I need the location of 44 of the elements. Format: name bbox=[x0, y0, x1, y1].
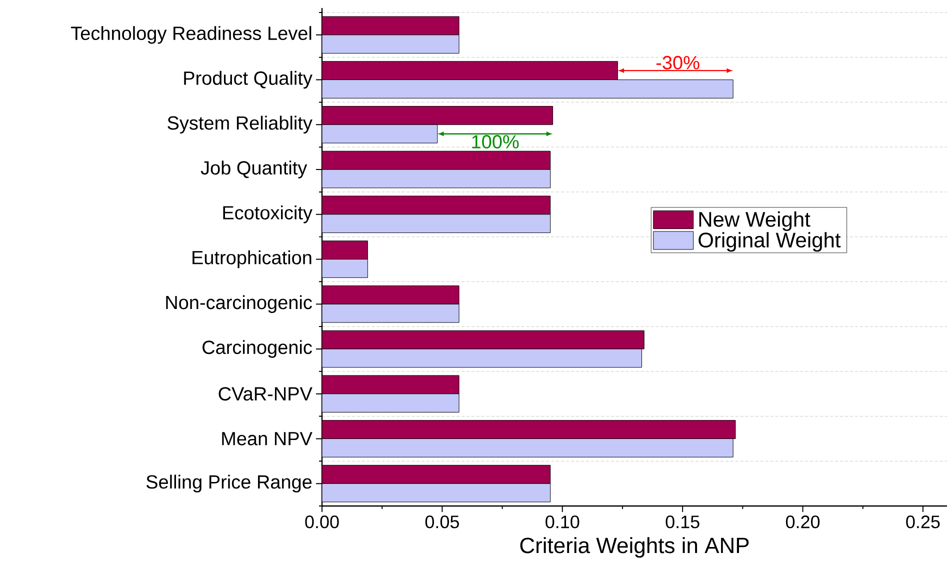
annotation: -30% bbox=[656, 56, 700, 70]
bar bbox=[322, 80, 734, 98]
y-tick-label: Ecotoxicity bbox=[223, 206, 312, 224]
y-tick-label: System Reliablity bbox=[168, 116, 312, 134]
x-axis-title: Criteria Weights in ANP bbox=[520, 537, 749, 558]
bar bbox=[322, 214, 551, 234]
legend-label: Original Weight bbox=[698, 232, 841, 252]
bar bbox=[322, 240, 368, 260]
x-tick-label: 0.25 bbox=[906, 516, 940, 528]
y-tick-label: Mean NPV bbox=[222, 432, 312, 446]
y-tick-label: Job Quantity bbox=[200, 160, 308, 178]
bar bbox=[322, 106, 554, 125]
legend-label: New Weight bbox=[699, 211, 810, 231]
bar bbox=[322, 258, 368, 278]
bar bbox=[322, 420, 736, 439]
bar bbox=[322, 124, 438, 144]
y-tick-label: CVaR-NPV bbox=[218, 387, 312, 401]
x-tick-label: 0.05 bbox=[425, 516, 459, 528]
bar bbox=[322, 348, 642, 368]
annotation: 100% bbox=[472, 135, 519, 148]
bar bbox=[322, 150, 551, 170]
x-tick-label: 0.15 bbox=[666, 516, 700, 528]
y-tick-label: Selling Price Range bbox=[146, 474, 312, 492]
y-tick-label: Product Quality bbox=[184, 70, 312, 89]
bar bbox=[322, 330, 644, 350]
bar bbox=[322, 394, 460, 412]
bar bbox=[322, 196, 551, 215]
bar bbox=[322, 285, 460, 304]
x-tick-label: 0.20 bbox=[786, 516, 820, 528]
y-tick-label: Non-carcinogenic bbox=[166, 295, 312, 313]
bar bbox=[322, 375, 460, 394]
y-tick-label: Carcinogenic bbox=[202, 340, 312, 358]
bar bbox=[322, 34, 460, 54]
bar bbox=[322, 464, 551, 484]
y-tick-label: Eutrophication bbox=[192, 250, 312, 268]
bar bbox=[322, 483, 551, 502]
x-tick-label: 0.10 bbox=[546, 516, 580, 528]
bar bbox=[322, 304, 460, 323]
bar bbox=[322, 16, 460, 36]
bar bbox=[322, 438, 734, 458]
bar bbox=[322, 169, 551, 188]
bar bbox=[322, 61, 618, 80]
x-tick-label: 0.00 bbox=[305, 516, 339, 528]
y-tick-label: Technology Readiness Level bbox=[71, 26, 312, 44]
